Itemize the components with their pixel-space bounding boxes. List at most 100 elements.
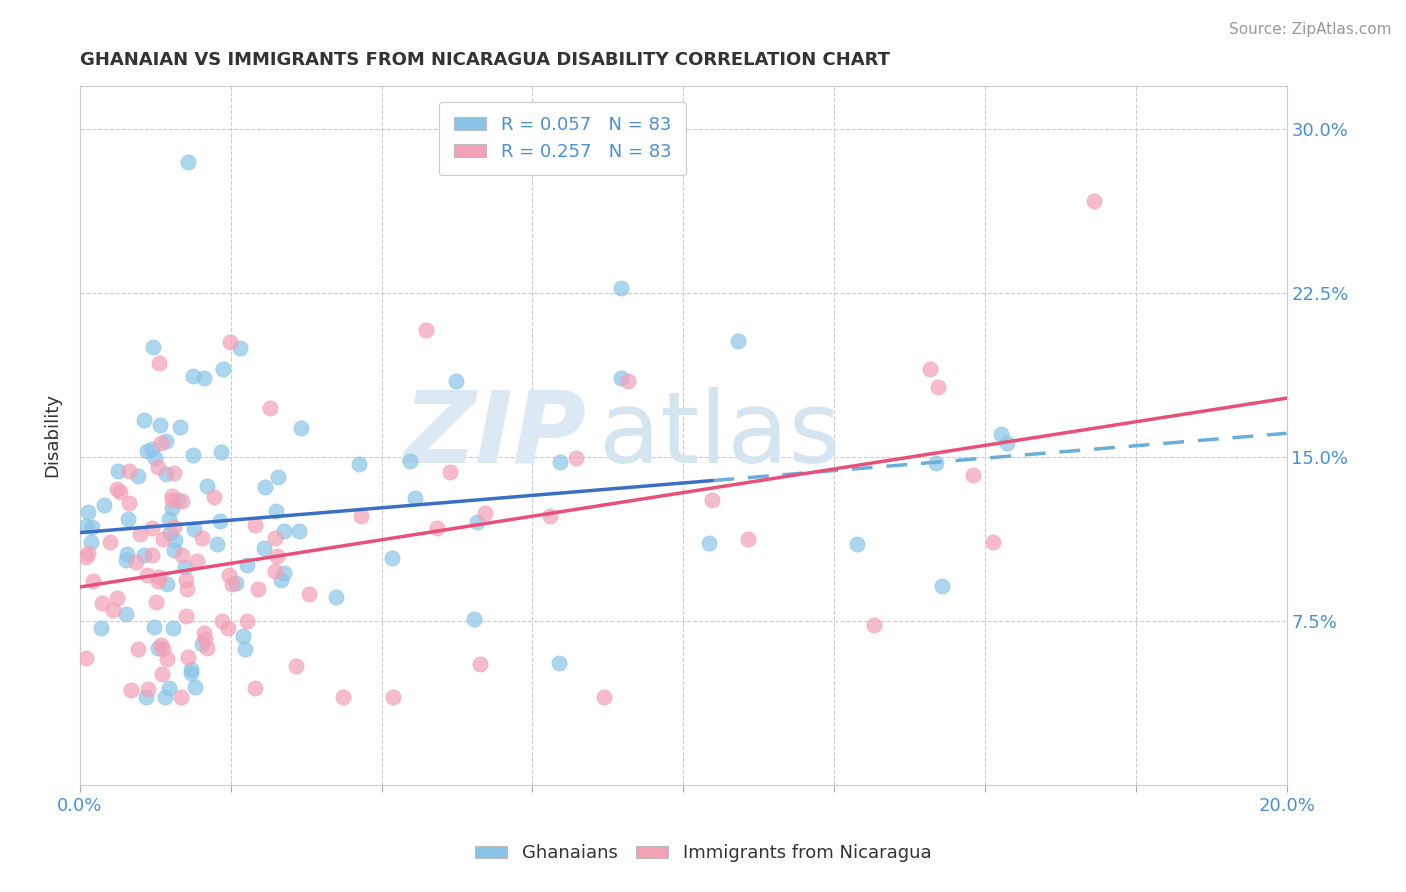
- Point: [132, 548, 155, 562]
- Point: [148, 356, 170, 370]
- Point: [183, 522, 205, 536]
- Point: [118, 496, 141, 510]
- Point: [93, 498, 115, 512]
- Point: [235, 558, 257, 572]
- Point: [135, 690, 157, 705]
- Point: [149, 638, 172, 652]
- Point: [98, 535, 121, 549]
- Point: [117, 512, 139, 526]
- Point: [162, 489, 184, 503]
- Point: [142, 620, 165, 634]
- Point: [172, 548, 194, 562]
- Point: [136, 682, 159, 697]
- Point: [193, 626, 215, 640]
- Legend: Ghanaians, Immigrants from Nicaragua: Ghanaians, Immigrants from Nicaragua: [468, 838, 938, 870]
- Point: [184, 680, 207, 694]
- Point: [193, 371, 215, 385]
- Point: [141, 442, 163, 457]
- Point: [127, 642, 149, 657]
- Point: [538, 509, 561, 524]
- Point: [152, 642, 174, 657]
- Point: [349, 508, 371, 523]
- Point: [245, 518, 267, 533]
- Point: [259, 401, 281, 415]
- Point: [155, 434, 177, 449]
- Point: [114, 552, 136, 566]
- Point: [617, 375, 640, 389]
- Point: [232, 628, 254, 642]
- Point: [253, 541, 276, 555]
- Point: [170, 494, 193, 508]
- Point: [211, 362, 233, 376]
- Point: [221, 577, 243, 591]
- Point: [90, 596, 112, 610]
- Point: [132, 413, 155, 427]
- Point: [209, 445, 232, 459]
- Point: [727, 334, 749, 348]
- Point: [75, 651, 97, 665]
- Point: [426, 521, 449, 535]
- Text: GHANAIAN VS IMMIGRANTS FROM NICARAGUA DISABILITY CORRELATION CHART: GHANAIAN VS IMMIGRANTS FROM NICARAGUA DI…: [80, 51, 890, 69]
- Point: [152, 532, 174, 546]
- Point: [415, 323, 437, 337]
- Point: [439, 465, 461, 479]
- Point: [75, 550, 97, 565]
- Point: [77, 505, 100, 519]
- Point: [127, 469, 149, 483]
- Point: [273, 524, 295, 538]
- Point: [465, 515, 488, 529]
- Point: [82, 574, 104, 588]
- Point: [217, 621, 239, 635]
- Point: [218, 568, 240, 582]
- Point: [160, 500, 183, 515]
- Point: [149, 418, 172, 433]
- Point: [236, 614, 259, 628]
- Point: [120, 683, 142, 698]
- Point: [162, 621, 184, 635]
- Point: [325, 590, 347, 604]
- Point: [153, 690, 176, 705]
- Point: [927, 380, 949, 394]
- Point: [592, 690, 614, 705]
- Point: [181, 448, 204, 462]
- Point: [156, 576, 179, 591]
- Point: [267, 470, 290, 484]
- Y-axis label: Disability: Disability: [44, 393, 60, 477]
- Point: [163, 520, 186, 534]
- Point: [163, 466, 186, 480]
- Point: [141, 548, 163, 562]
- Point: [205, 537, 228, 551]
- Point: [846, 537, 869, 551]
- Point: [194, 632, 217, 646]
- Point: [444, 374, 467, 388]
- Point: [180, 666, 202, 681]
- Point: [195, 641, 218, 656]
- Text: Source: ZipAtlas.com: Source: ZipAtlas.com: [1229, 22, 1392, 37]
- Point: [174, 609, 197, 624]
- Point: [174, 573, 197, 587]
- Point: [920, 362, 942, 376]
- Point: [405, 491, 427, 505]
- Point: [264, 564, 287, 578]
- Point: [148, 570, 170, 584]
- Point: [176, 582, 198, 596]
- Point: [191, 637, 214, 651]
- Point: [229, 341, 252, 355]
- Point: [225, 576, 247, 591]
- Point: [129, 527, 152, 541]
- Point: [136, 568, 159, 582]
- Point: [157, 681, 180, 695]
- Point: [981, 535, 1004, 549]
- Point: [155, 467, 177, 481]
- Point: [186, 554, 208, 568]
- Point: [136, 444, 159, 458]
- Point: [219, 334, 242, 349]
- Legend: R = 0.057   N = 83, R = 0.257   N = 83: R = 0.057 N = 83, R = 0.257 N = 83: [439, 102, 686, 176]
- Point: [170, 690, 193, 704]
- Point: [737, 532, 759, 546]
- Point: [233, 641, 256, 656]
- Point: [247, 582, 270, 596]
- Point: [931, 579, 953, 593]
- Point: [290, 420, 312, 434]
- Point: [174, 559, 197, 574]
